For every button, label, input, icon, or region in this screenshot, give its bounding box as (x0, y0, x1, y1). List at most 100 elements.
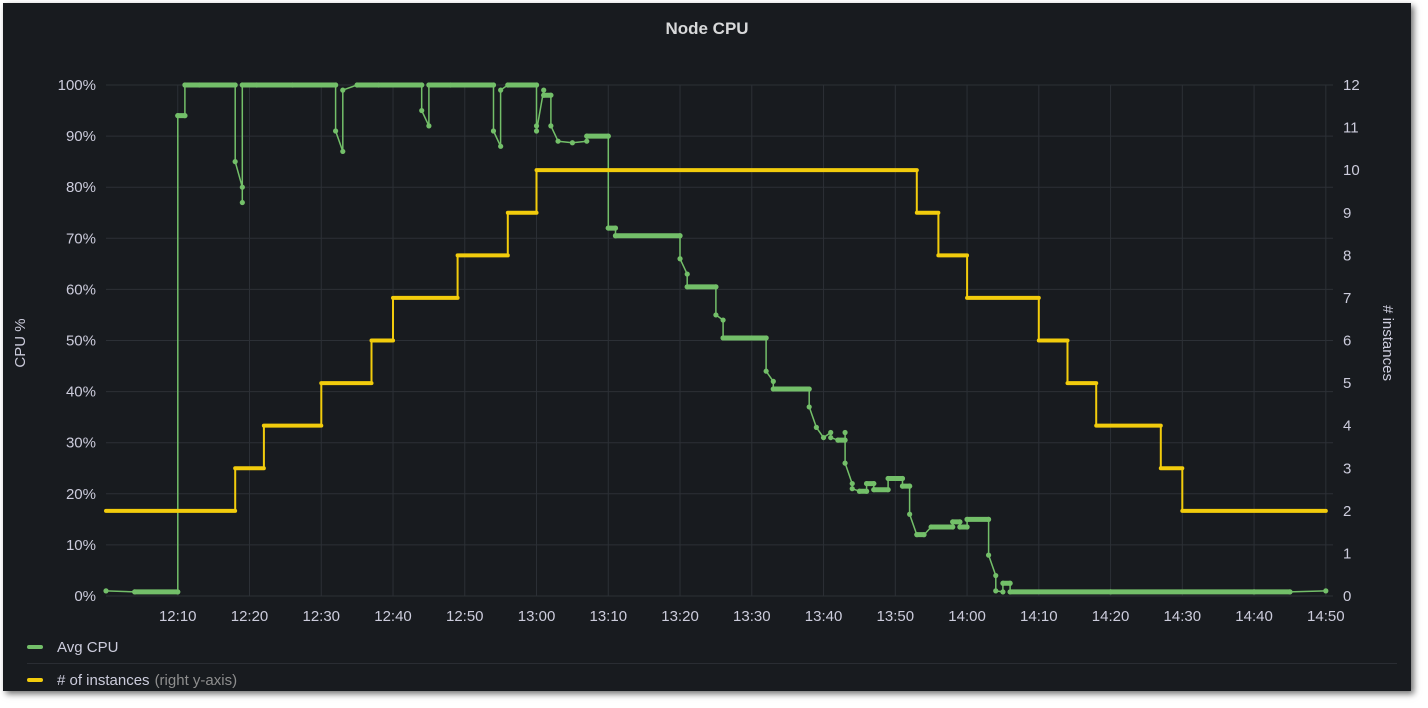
data-point-avg-cpu (498, 143, 504, 149)
data-point-avg-cpu (1107, 589, 1114, 595)
data-point-avg-cpu (907, 483, 913, 489)
data-point-avg-cpu (763, 368, 769, 374)
data-point-avg-cpu (921, 532, 927, 538)
data-point-avg-cpu (677, 233, 683, 239)
data-point-avg-cpu (842, 460, 848, 466)
data-point-avg-cpu (1000, 589, 1006, 595)
data-point-avg-cpu (584, 138, 590, 144)
data-point-avg-cpu (1007, 589, 1013, 595)
x-tick-label: 14:30 (1164, 608, 1202, 625)
data-point-avg-cpu (239, 199, 245, 206)
data-point-avg-cpu (863, 488, 870, 494)
data-point-avg-cpu (232, 82, 238, 88)
right-y-tick-label: 11 (1343, 120, 1359, 137)
data-point-avg-cpu (993, 572, 999, 579)
x-tick-label: 14:20 (1092, 608, 1130, 625)
right-y-tick-label: 7 (1343, 290, 1351, 307)
left-y-tick-label: 40% (66, 384, 96, 401)
data-point-avg-cpu (985, 516, 992, 522)
data-point-avg-cpu (684, 271, 690, 277)
data-point-avg-cpu (447, 82, 454, 88)
data-point-avg-cpu (239, 184, 245, 190)
data-point-avg-cpu (863, 480, 870, 487)
x-axis-ticks: 12:10 12:20 12:30 12:40 12:50 13:00 13:10 13:20… (159, 608, 1345, 625)
x-tick-label: 12:40 (374, 608, 412, 625)
data-point-avg-cpu (548, 123, 554, 129)
right-y-tick-label: 2 (1343, 503, 1351, 520)
x-tick-label: 13:20 (661, 608, 699, 625)
data-point-avg-cpu (842, 429, 848, 436)
data-point-avg-cpu (720, 317, 726, 323)
data-point-avg-cpu (828, 429, 834, 436)
legend-item-instances[interactable]: # of instances (right y-axis) (27, 664, 1407, 696)
x-tick-label: 13:30 (733, 608, 771, 625)
data-point-avg-cpu (964, 516, 970, 522)
series-instances (104, 168, 1328, 513)
data-point-avg-cpu (828, 434, 834, 441)
data-point-avg-cpu (885, 487, 891, 493)
data-point-avg-cpu (584, 133, 590, 139)
data-point-avg-cpu (950, 524, 956, 530)
data-point-avg-cpu (1323, 588, 1329, 594)
right-y-tick-label: 4 (1343, 418, 1351, 435)
data-point-avg-cpu (541, 87, 547, 93)
x-tick-label: 12:30 (302, 608, 340, 625)
data-point-avg-cpu (533, 128, 540, 134)
data-point-avg-cpu (957, 519, 963, 525)
data-point-avg-cpu (175, 589, 181, 595)
legend-item-avg-cpu[interactable]: Avg CPU (27, 631, 1397, 664)
data-point-avg-cpu (835, 437, 841, 443)
data-point-avg-cpu (419, 82, 425, 88)
data-point-avg-cpu (928, 524, 934, 530)
data-point-avg-cpu (569, 140, 576, 146)
data-point-avg-cpu (340, 148, 346, 155)
data-point-avg-cpu (1000, 580, 1006, 586)
left-y-tick-label: 60% (66, 281, 96, 298)
data-point-avg-cpu (907, 511, 913, 517)
data-point-avg-cpu (993, 588, 999, 594)
series-line-avg-cpu (105, 84, 1326, 593)
left-y-tick-label: 20% (66, 486, 96, 503)
x-tick-label: 14:10 (1020, 608, 1058, 625)
data-point-avg-cpu (605, 133, 611, 139)
data-point-avg-cpu (490, 82, 497, 88)
data-point-avg-cpu (1007, 580, 1013, 586)
x-tick-label: 13:00 (518, 608, 556, 625)
data-point-avg-cpu (548, 92, 554, 98)
data-point-avg-cpu (820, 434, 827, 441)
data-point-avg-cpu (950, 519, 956, 525)
left-y-tick-label: 80% (66, 179, 96, 196)
x-tick-label: 14:50 (1307, 608, 1345, 625)
right-y-tick-label: 1 (1343, 545, 1351, 562)
legend-note-right-axis: (right y-axis) (154, 671, 238, 689)
x-tick-label: 12:10 (159, 608, 197, 625)
chart-panel: Node CPU 0% 10% 20% 30% 40% 50% 60% 70% 80% 90% 10… (3, 3, 1411, 691)
data-point-avg-cpu (182, 113, 188, 119)
data-point-avg-cpu (426, 82, 432, 88)
data-point-avg-cpu (899, 483, 906, 489)
legend-label-instances: # of instances (57, 671, 150, 689)
data-point-avg-cpu (612, 225, 619, 231)
data-point-avg-cpu (806, 404, 812, 410)
data-point-avg-cpu (132, 589, 138, 595)
left-y-tick-label: 30% (66, 435, 96, 452)
right-y-tick-label: 12 (1343, 77, 1360, 94)
data-point-avg-cpu (749, 335, 755, 341)
right-y-tick-label: 9 (1343, 205, 1351, 222)
legend-label-avg-cpu: Avg CPU (57, 638, 119, 656)
series-avg-cpu (103, 82, 1329, 595)
data-point-avg-cpu (856, 488, 863, 494)
data-point-avg-cpu (354, 82, 360, 88)
x-tick-label: 14:00 (948, 608, 986, 625)
node-cpu-chart: 0%10%20%30%40%50%60%70%80%90%100% 012345… (12, 77, 1396, 625)
data-point-avg-cpu (849, 486, 855, 492)
data-point-avg-cpu (1287, 589, 1293, 595)
data-point-avg-cpu (957, 524, 963, 530)
data-point-avg-cpu (806, 386, 812, 392)
data-point-avg-cpu (490, 128, 497, 134)
data-point-avg-cpu (914, 532, 920, 538)
legend-swatch-avg-cpu (27, 645, 43, 649)
data-point-avg-cpu (505, 82, 511, 88)
data-point-avg-cpu (1251, 589, 1257, 595)
